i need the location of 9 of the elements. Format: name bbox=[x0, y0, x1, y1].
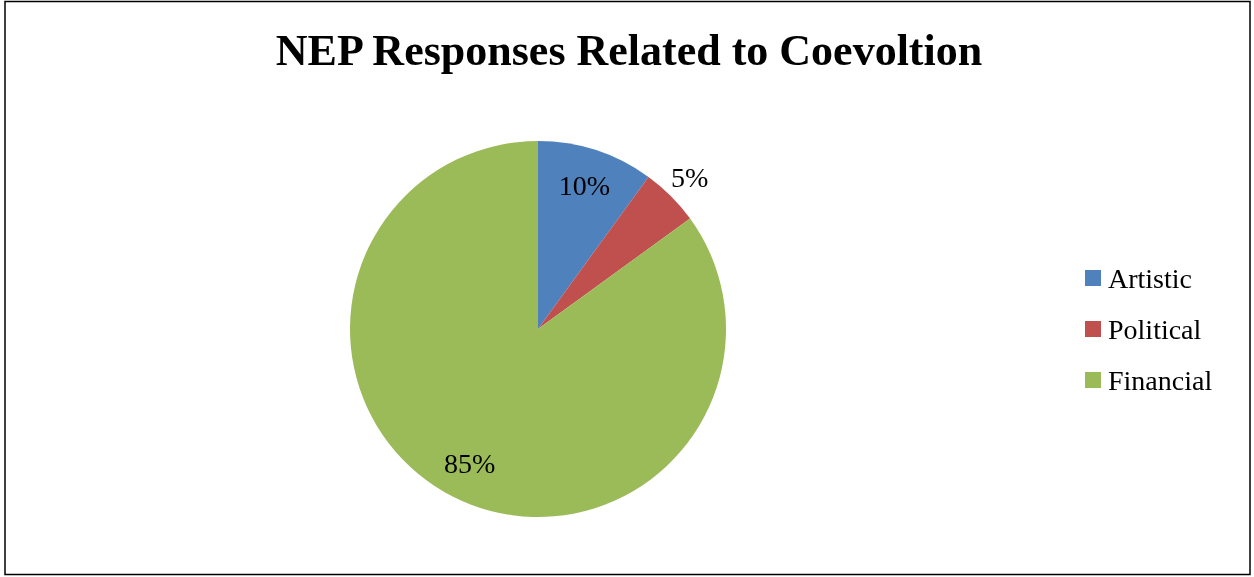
legend-label: Artistic bbox=[1108, 262, 1192, 294]
data-label: 5% bbox=[670, 161, 709, 193]
data-label: 10% bbox=[558, 170, 611, 202]
legend-label: Financial bbox=[1108, 364, 1213, 396]
legend-label: Political bbox=[1108, 313, 1202, 345]
pie-slice bbox=[538, 141, 649, 329]
pie-slice bbox=[350, 141, 726, 517]
chart-title: NEP Responses Related to Coevoltion bbox=[275, 25, 983, 75]
data-label: 85% bbox=[444, 447, 496, 479]
